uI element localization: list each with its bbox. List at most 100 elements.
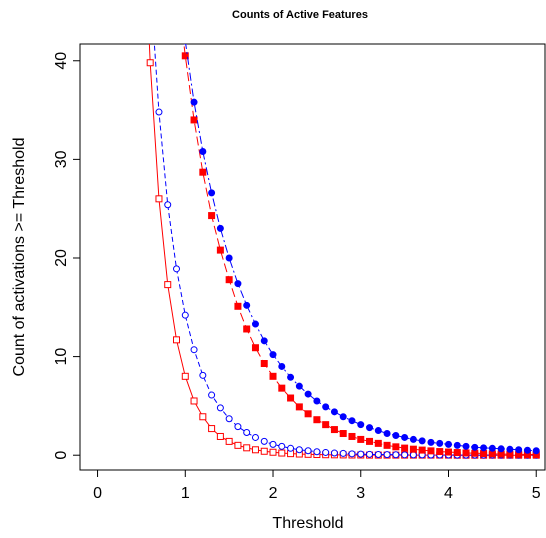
point (357, 435, 365, 443)
point (278, 362, 286, 370)
y-tick-label: 20 (53, 249, 70, 267)
point (216, 224, 224, 232)
point (278, 449, 286, 457)
point (348, 417, 356, 425)
point (208, 212, 216, 220)
point (409, 451, 417, 459)
point (401, 451, 409, 459)
point (453, 441, 461, 449)
point (515, 446, 523, 454)
series-line (153, 44, 537, 456)
point (216, 404, 224, 412)
point (234, 280, 242, 288)
point (278, 384, 286, 392)
point (173, 336, 181, 344)
point (287, 444, 295, 452)
point (330, 408, 338, 416)
point (427, 447, 435, 455)
point (383, 451, 391, 459)
point (348, 432, 356, 440)
point (269, 448, 277, 456)
point (208, 425, 216, 433)
point (392, 451, 400, 459)
point (146, 59, 154, 67)
point (243, 429, 251, 437)
point (330, 449, 338, 457)
point (374, 451, 382, 459)
point (497, 445, 505, 453)
point (409, 435, 417, 443)
point (462, 449, 470, 457)
point (313, 416, 321, 424)
point (216, 246, 224, 254)
point (295, 446, 303, 454)
point (155, 195, 163, 203)
point (251, 433, 259, 441)
x-tick-label: 0 (93, 485, 102, 502)
point (374, 427, 382, 435)
point (366, 450, 374, 458)
point (322, 403, 330, 411)
y-tick-label: 40 (53, 52, 70, 70)
point (287, 394, 295, 402)
plot-frame (79, 43, 546, 471)
point (243, 325, 251, 333)
point (383, 430, 391, 438)
point (260, 447, 268, 455)
point (155, 108, 163, 116)
point (164, 281, 172, 289)
point (471, 449, 479, 457)
point (401, 444, 409, 452)
point (225, 415, 233, 423)
point (462, 442, 470, 450)
point (444, 440, 452, 448)
point (181, 311, 189, 319)
point (199, 147, 207, 155)
point (322, 421, 330, 429)
point (225, 276, 233, 284)
point (348, 450, 356, 458)
point (444, 448, 452, 456)
series-line (183, 44, 537, 456)
point (304, 410, 312, 418)
point (418, 437, 426, 445)
y-axis-label: Count of activations >= Threshold (11, 138, 28, 377)
point (427, 438, 435, 446)
series-line (185, 44, 537, 452)
point (313, 397, 321, 405)
point (392, 431, 400, 439)
point (409, 445, 417, 453)
point (164, 201, 172, 209)
x-tick-label: 2 (269, 485, 278, 502)
point (225, 254, 233, 262)
point (243, 301, 251, 309)
x-tick-label: 3 (356, 485, 365, 502)
point (190, 98, 198, 106)
point (295, 403, 303, 411)
point (225, 437, 233, 445)
y-tick-label: 10 (53, 348, 70, 366)
point (199, 371, 207, 379)
point (234, 441, 242, 449)
point (480, 450, 488, 458)
point (532, 447, 540, 455)
point (173, 265, 181, 273)
point (199, 168, 207, 176)
point (269, 372, 277, 380)
point (392, 443, 400, 451)
point (208, 189, 216, 197)
point (234, 302, 242, 310)
point (183, 44, 188, 45)
y-tick-label: 0 (53, 451, 70, 460)
point (190, 397, 198, 405)
point (313, 448, 321, 456)
point (304, 390, 312, 398)
point (436, 448, 444, 456)
point (480, 444, 488, 452)
x-tick-label: 4 (444, 485, 453, 502)
point (339, 413, 347, 421)
point (251, 446, 259, 454)
point (304, 447, 312, 455)
chart-title: Counts of Active Features (232, 9, 368, 21)
